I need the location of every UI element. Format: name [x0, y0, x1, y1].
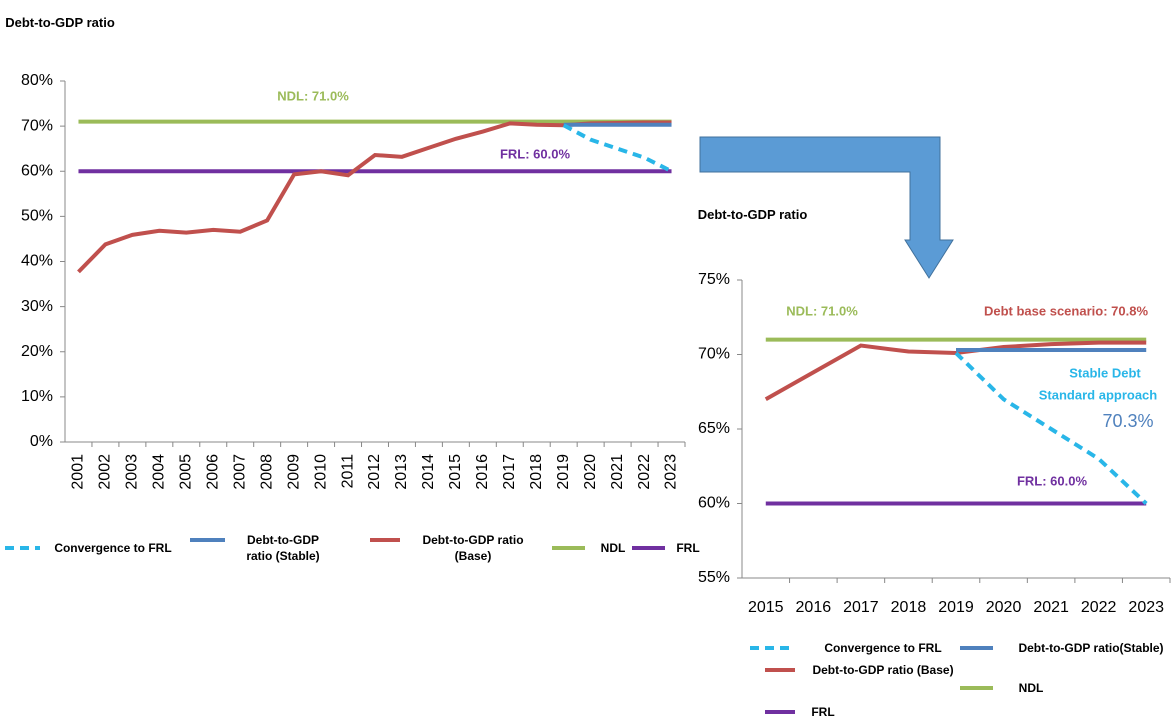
- legend-label: Convergence to FRL: [824, 641, 942, 655]
- x-tick-label: 2005: [178, 454, 195, 490]
- legend-label: NDL: [1018, 681, 1044, 695]
- y-tick-label: 50%: [21, 208, 53, 225]
- x-tick-label: 2010: [312, 454, 329, 490]
- x-tick-label: 2015: [748, 599, 784, 616]
- legend-label: Debt-to-GDP ratio (Base): [812, 663, 954, 677]
- y-tick-label: 70%: [698, 346, 730, 363]
- x-tick-label: 2018: [891, 599, 927, 616]
- y-tick-label: 0%: [30, 433, 53, 450]
- y-tick-label: 70%: [21, 117, 53, 134]
- x-tick-label: 2001: [70, 454, 87, 490]
- x-tick-label: 2009: [285, 454, 302, 490]
- annotation: Standard approach: [1039, 387, 1158, 402]
- annotation: FRL: 60.0%: [500, 146, 571, 161]
- legend-label: Debt-to-GDP ratio (Stable): [246, 533, 320, 563]
- y-tick-label: 60%: [698, 495, 730, 512]
- annotation: Stable Debt: [1069, 365, 1141, 380]
- y-tick-label: 65%: [698, 420, 730, 437]
- x-tick-label: 2022: [636, 454, 653, 490]
- legend-label: Debt-to-GDP ratio(Stable): [1018, 641, 1164, 655]
- x-tick-label: 2012: [366, 454, 383, 490]
- x-tick-label: 2023: [663, 454, 680, 490]
- y-axis-title: Debt-to-GDP ratio: [5, 15, 115, 30]
- y-tick-label: 55%: [698, 569, 730, 586]
- y-tick-label: 40%: [21, 253, 53, 270]
- legend-label: Debt-to-GDP ratio (Base): [422, 533, 524, 563]
- x-tick-label: 2014: [420, 454, 437, 490]
- annotation: FRL: 60.0%: [1017, 473, 1088, 488]
- y-axis-title: Debt-to-GDP ratio: [697, 207, 808, 222]
- x-tick-label: 2020: [986, 599, 1022, 616]
- legend-label: NDL: [600, 541, 626, 555]
- legend-label: FRL: [676, 541, 700, 555]
- transition-arrow: [699, 136, 954, 279]
- x-tick-label: 2020: [582, 454, 599, 490]
- x-tick-label: 2003: [124, 454, 141, 490]
- x-tick-label: 2016: [796, 599, 832, 616]
- y-tick-label: 60%: [21, 162, 53, 179]
- y-tick-label: 30%: [21, 298, 53, 315]
- x-tick-label: 2017: [843, 599, 879, 616]
- x-tick-label: 2023: [1128, 599, 1164, 616]
- x-tick-label: 2007: [231, 454, 248, 490]
- x-tick-label: 2021: [1033, 599, 1069, 616]
- x-tick-label: 2018: [528, 454, 545, 490]
- x-tick-label: 2016: [474, 454, 491, 490]
- annotation: 70.3%: [1102, 411, 1153, 431]
- annotation: NDL: 71.0%: [786, 303, 858, 318]
- legend-label: Convergence to FRL: [54, 541, 172, 555]
- series-line: [954, 351, 1148, 505]
- x-tick-label: 2021: [609, 454, 626, 490]
- y-tick-label: 80%: [21, 72, 53, 89]
- x-tick-label: 2013: [393, 454, 410, 490]
- x-tick-label: 2006: [204, 454, 221, 490]
- legend-label: FRL: [811, 705, 835, 719]
- x-tick-label: 2019: [555, 454, 572, 490]
- annotation: Debt base scenario: 70.8%: [984, 303, 1148, 318]
- x-tick-label: 2002: [97, 454, 114, 490]
- x-tick-label: 2022: [1081, 599, 1117, 616]
- y-tick-label: 10%: [21, 388, 53, 405]
- series-line: [77, 120, 672, 274]
- x-tick-label: 2019: [938, 599, 974, 616]
- annotation: NDL: 71.0%: [277, 88, 349, 103]
- x-tick-label: 2004: [151, 454, 168, 490]
- y-tick-label: 75%: [698, 271, 730, 288]
- x-tick-label: 2017: [501, 454, 518, 490]
- y-tick-label: 20%: [21, 343, 53, 360]
- series-line: [562, 123, 673, 174]
- x-tick-label: 2015: [447, 454, 464, 490]
- x-tick-label: 2008: [258, 454, 275, 490]
- x-tick-label: 2011: [339, 454, 356, 489]
